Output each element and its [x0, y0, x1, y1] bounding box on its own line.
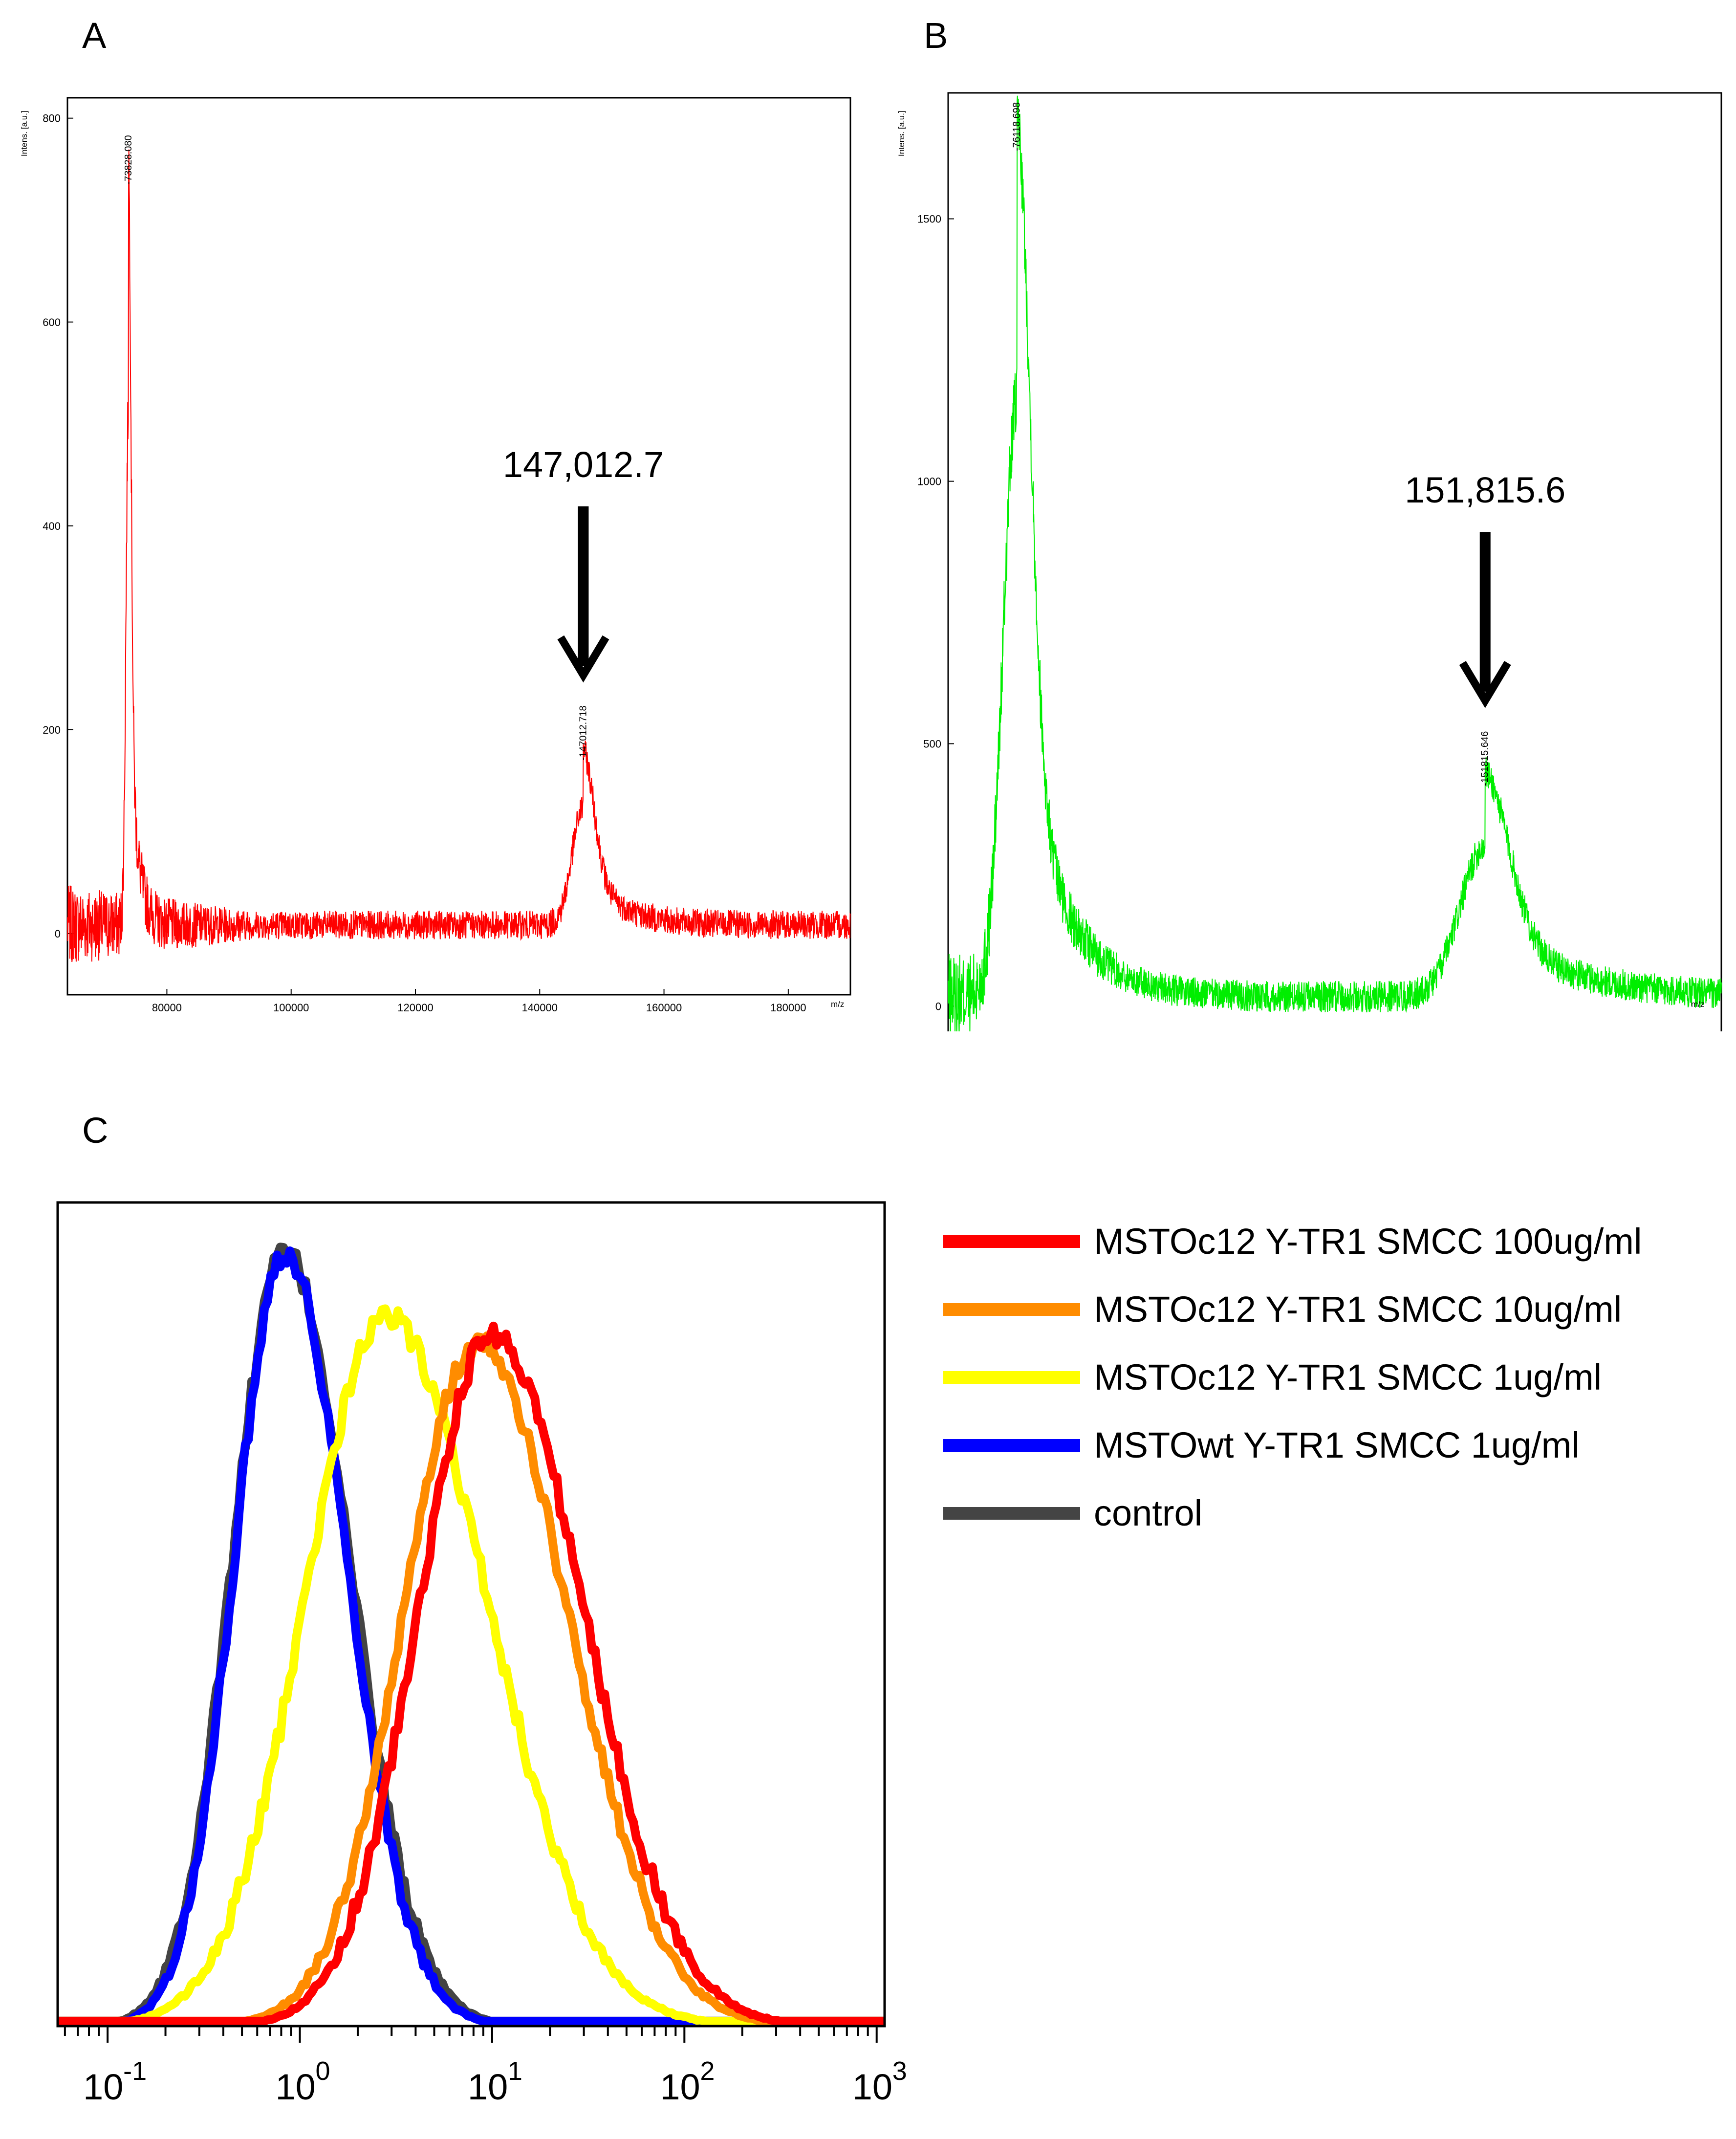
- chart-a-mass-spectrum: Intens. [a.u.] 80000 100000 120000 140000 16…: [20, 97, 851, 1014]
- y-tick-label: 0: [55, 928, 61, 940]
- chart-b-spectrum-line: [948, 95, 1722, 1031]
- x-tick-label: 100000: [273, 1002, 309, 1014]
- x-tick-label: 10: [83, 2067, 123, 2107]
- x-tick-label: 160000: [646, 1002, 682, 1014]
- x-tick-exponent: 0: [316, 2056, 330, 2086]
- annotation-arrow-head: [1459, 661, 1511, 708]
- x-tick-label: 10: [276, 2067, 316, 2107]
- y-tick-label: 1000: [917, 476, 941, 488]
- legend-item: MSTOc12 Y-TR1 SMCC 100ug/ml: [943, 1207, 1642, 1275]
- panel-c-letter: C: [82, 1110, 108, 1151]
- x-tick-label: 140000: [522, 1002, 558, 1014]
- x-tick-label: 80000: [152, 1002, 182, 1014]
- chart-c-flow-histogram: 10 -1 10 0 10 1 10 2 10 3: [56, 1201, 907, 2107]
- x-tick-label: 180000: [770, 1002, 806, 1014]
- x-tick-exponent: -1: [123, 2056, 147, 2086]
- x-tick-exponent: 2: [700, 2056, 715, 2086]
- chart-b-frame: [947, 92, 1722, 1031]
- peak-label: -73828.080: [123, 135, 134, 184]
- chart-b-xlabel: m/z: [1691, 1000, 1704, 1009]
- chart-a-frame: [66, 97, 851, 996]
- x-tick-exponent: 1: [508, 2056, 522, 2086]
- y-tick-label: 1500: [917, 213, 941, 225]
- peak-label: -151815.646: [1480, 731, 1491, 786]
- chart-a-ylabel: Intens. [a.u.]: [20, 110, 29, 156]
- legend-swatch-wt: [943, 1439, 1080, 1452]
- y-tick-label: 800: [43, 112, 61, 125]
- legend-label: MSTOc12 Y-TR1 SMCC 100ug/ml: [1094, 1221, 1642, 1262]
- legend-label: MSTOc12 Y-TR1 SMCC 1ug/ml: [1094, 1357, 1602, 1397]
- peak-label: -147012.718: [578, 705, 588, 760]
- legend-swatch-control: [943, 1506, 1080, 1520]
- chart-c-frame: [56, 1201, 886, 2028]
- chart-a-spectrum-line: [67, 149, 851, 962]
- y-tick-label: 400: [43, 520, 61, 532]
- legend-item: control: [943, 1479, 1642, 1547]
- chart-b-ylabel: Intens. [a.u.]: [897, 110, 906, 156]
- x-tick-exponent: 3: [892, 2056, 907, 2086]
- chart-c-legend: MSTOc12 Y-TR1 SMCC 100ug/ml MSTOc12 Y-TR…: [943, 1207, 1642, 1547]
- legend-label: MSTOwt Y-TR1 SMCC 1ug/ml: [1094, 1425, 1580, 1465]
- legend-swatch-1ug: [943, 1371, 1080, 1384]
- panel-b-letter: B: [924, 15, 948, 56]
- x-tick-label: 120000: [397, 1002, 433, 1014]
- legend-swatch-10ug: [943, 1303, 1080, 1316]
- chart-a-xlabel: m/z: [831, 1000, 844, 1009]
- legend-item: MSTOwt Y-TR1 SMCC 1ug/ml: [943, 1411, 1642, 1479]
- x-tick-label: 10: [660, 2067, 700, 2107]
- peak-label: -76118.698: [1012, 102, 1022, 151]
- annotation-label: 147,012.7: [503, 444, 664, 485]
- y-tick-label: 0: [935, 1000, 941, 1012]
- panel-a-letter: A: [82, 15, 107, 56]
- chart-b-mass-spectrum: Intens. [a.u.] 8000010000012000014000016…: [897, 92, 1722, 1031]
- histogram-curve-4: [56, 1321, 886, 2026]
- x-tick-label: 10: [468, 2067, 508, 2107]
- legend-swatch-100ug: [943, 1235, 1080, 1248]
- y-tick-label: 200: [43, 724, 61, 736]
- y-tick-label: 500: [923, 738, 941, 750]
- legend-label: MSTOc12 Y-TR1 SMCC 10ug/ml: [1094, 1289, 1622, 1330]
- x-tick-label: 10: [852, 2067, 892, 2107]
- y-tick-label: 600: [43, 316, 61, 328]
- annotation-label: 151,815.6: [1405, 470, 1565, 510]
- legend-label: control: [1094, 1493, 1203, 1533]
- annotation-arrow-head: [557, 635, 609, 683]
- legend-item: MSTOc12 Y-TR1 SMCC 10ug/ml: [943, 1275, 1642, 1343]
- legend-item: MSTOc12 Y-TR1 SMCC 1ug/ml: [943, 1343, 1642, 1411]
